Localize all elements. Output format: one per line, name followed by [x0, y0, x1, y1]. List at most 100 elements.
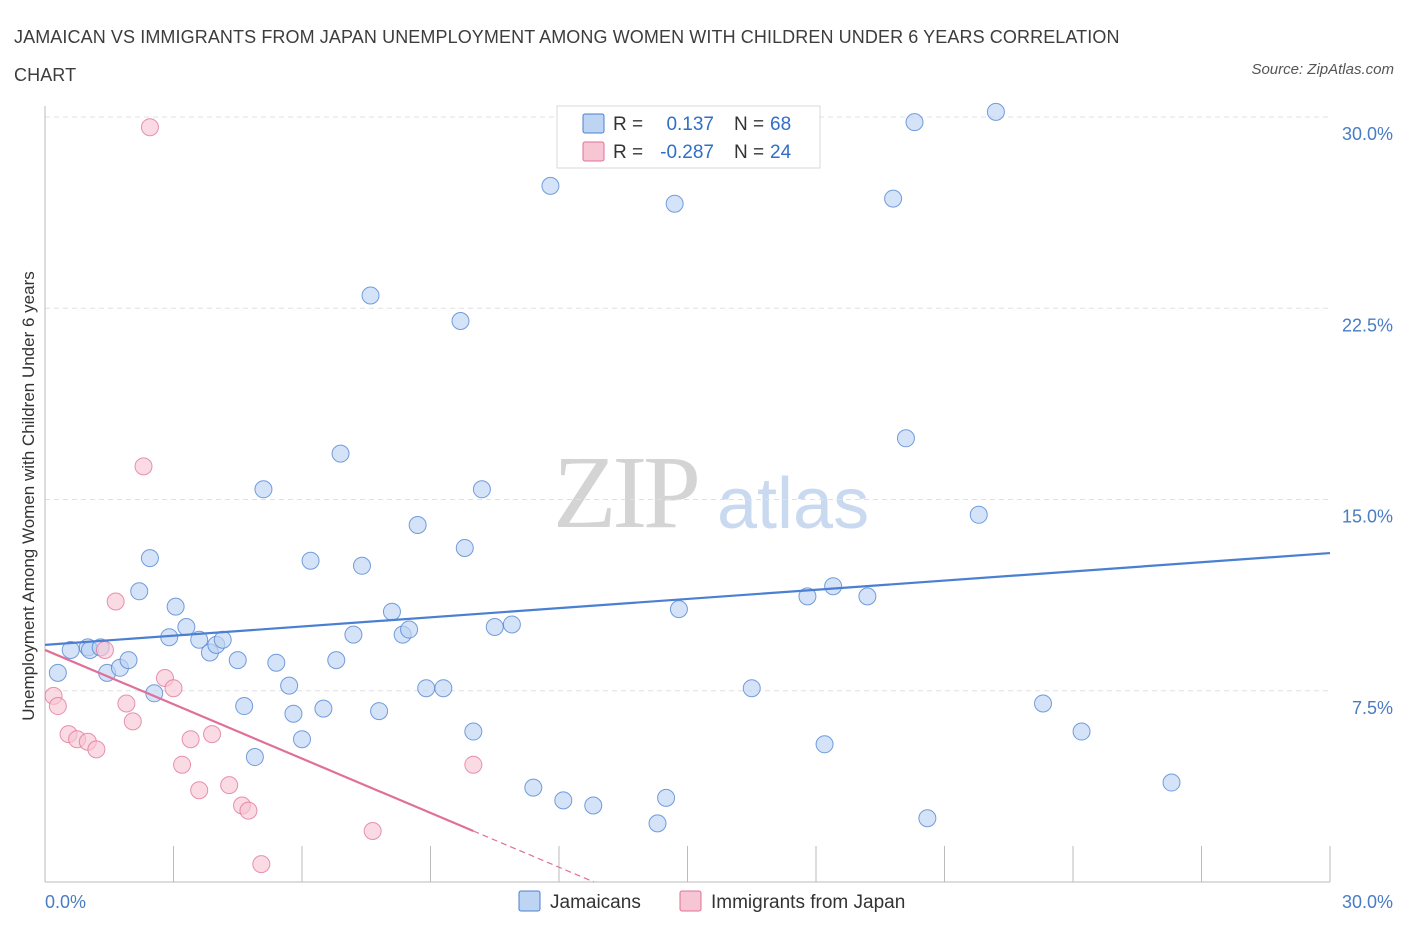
series-immigrants-from-japan: [44, 118, 483, 874]
x-tick-label: 30.0%: [1342, 892, 1393, 912]
jamaican-point: [48, 663, 67, 682]
stats-r-label: R =: [613, 114, 643, 135]
jamaican-point: [235, 697, 254, 716]
japan-immigrant-point: [181, 730, 200, 749]
y-tick-label: 30.0%: [1342, 124, 1393, 144]
y-tick-label: 15.0%: [1342, 507, 1393, 527]
jamaican-point: [648, 814, 667, 833]
japan-immigrant-point: [134, 457, 153, 476]
stats-n-value: 24: [770, 142, 792, 163]
jamaican-point: [301, 551, 320, 570]
jamaican-point: [408, 516, 427, 534]
japan-immigrant-point: [363, 822, 382, 840]
jamaican-point: [1034, 694, 1053, 713]
japan-immigrant-point: [117, 694, 136, 713]
y-tick-labels: 7.5% 15.0% 22.5% 30.0%: [1342, 124, 1393, 718]
gridlines: [45, 116, 1330, 692]
jamaican-point: [502, 615, 521, 634]
jamaicans-trend-line: [44, 551, 1331, 646]
japan-immigrants-trend-extension: [473, 830, 595, 883]
jamaican-point: [400, 620, 419, 639]
jamaican-point: [280, 676, 299, 695]
source-label: Source: ZipAtlas.com: [1251, 61, 1394, 78]
jamaican-point: [451, 312, 470, 330]
jamaican-point: [455, 538, 474, 557]
legend-label-immigrants-from-japan: Immigrants from Japan: [711, 892, 905, 913]
jamaican-point: [130, 582, 149, 601]
jamaican-point: [331, 444, 350, 463]
jamaican-point: [352, 556, 371, 575]
legend-swatch-immigrants-from-japan: [679, 890, 702, 912]
jamaican-point: [584, 796, 603, 815]
jamaican-point: [166, 597, 185, 616]
jamaican-point: [344, 625, 363, 644]
jamaican-point: [1072, 722, 1091, 741]
legend-label-jamaicans: Jamaicans: [550, 892, 641, 913]
jamaican-point: [293, 730, 311, 749]
jamaican-point: [665, 194, 684, 213]
jamaican-point: [485, 618, 504, 636]
stats-swatch-blue: [582, 113, 605, 134]
jamaican-point: [119, 651, 138, 670]
legend: Jamaicans Immigrants from Japan: [518, 890, 905, 913]
jamaican-point: [524, 778, 543, 797]
jamaican-point: [884, 189, 903, 208]
jamaican-point: [858, 587, 877, 606]
jamaican-point: [284, 704, 303, 723]
jamaican-point: [554, 791, 573, 810]
japan-immigrants-trend-line: [44, 648, 474, 833]
jamaican-point: [254, 480, 273, 499]
stats-r-value: 0.137: [666, 114, 714, 135]
jamaican-point: [140, 549, 159, 568]
jamaican-point: [657, 788, 676, 807]
jamaican-point: [314, 699, 333, 718]
jamaican-point: [815, 735, 834, 754]
jamaican-point: [798, 587, 817, 606]
jamaican-point: [1162, 773, 1181, 792]
japan-immigrant-point: [252, 855, 271, 874]
jamaican-point: [370, 702, 389, 721]
japan-immigrant-point: [190, 781, 209, 800]
jamaican-point: [986, 102, 1005, 121]
jamaican-point: [213, 630, 232, 649]
stats-n-label: N =: [734, 114, 764, 135]
jamaican-point: [896, 429, 915, 448]
japan-immigrant-point: [164, 679, 183, 698]
axes: [44, 106, 1331, 883]
jamaican-point: [327, 651, 346, 670]
jamaican-point: [742, 679, 761, 698]
jamaican-point: [541, 176, 560, 195]
jamaican-point: [969, 505, 988, 524]
chart-title: JAMAICAN VS IMMIGRANTS FROM JAPAN UNEMPL…: [14, 27, 1120, 85]
watermark: ZIP atlas: [553, 435, 869, 550]
japan-immigrant-point: [106, 592, 125, 611]
stats-r-value: -0.287: [660, 142, 714, 163]
jamaican-point: [382, 602, 401, 621]
japan-immigrant-point: [123, 712, 142, 731]
watermark-zip: ZIP: [553, 435, 697, 550]
jamaican-point: [472, 480, 491, 499]
japan-immigrant-point: [220, 776, 239, 795]
watermark-atlas: atlas: [717, 464, 869, 544]
jamaican-point: [905, 113, 924, 132]
jamaican-point: [267, 653, 286, 672]
stats-n-label: N =: [734, 142, 764, 163]
jamaican-point: [228, 651, 247, 670]
jamaican-point: [361, 286, 380, 305]
jamaican-point: [177, 618, 196, 636]
stats-swatch-pink: [582, 141, 605, 162]
jamaican-point: [918, 809, 937, 828]
series-jamaicans: [48, 102, 1181, 833]
japan-immigrant-point: [48, 697, 67, 716]
x-tick-labels: 0.0% 30.0%: [45, 892, 1393, 912]
jamaican-point: [417, 679, 436, 698]
jamaican-point: [824, 577, 843, 596]
jamaican-point: [669, 600, 688, 619]
japan-immigrant-point: [140, 118, 159, 137]
japan-immigrant-point: [87, 740, 106, 759]
jamaican-point: [61, 640, 80, 659]
stats-n-value: 68: [770, 114, 791, 135]
japan-immigrant-point: [464, 755, 483, 774]
stats-box: R = 0.137 N = 68 R = -0.287 N = 24: [556, 105, 821, 169]
